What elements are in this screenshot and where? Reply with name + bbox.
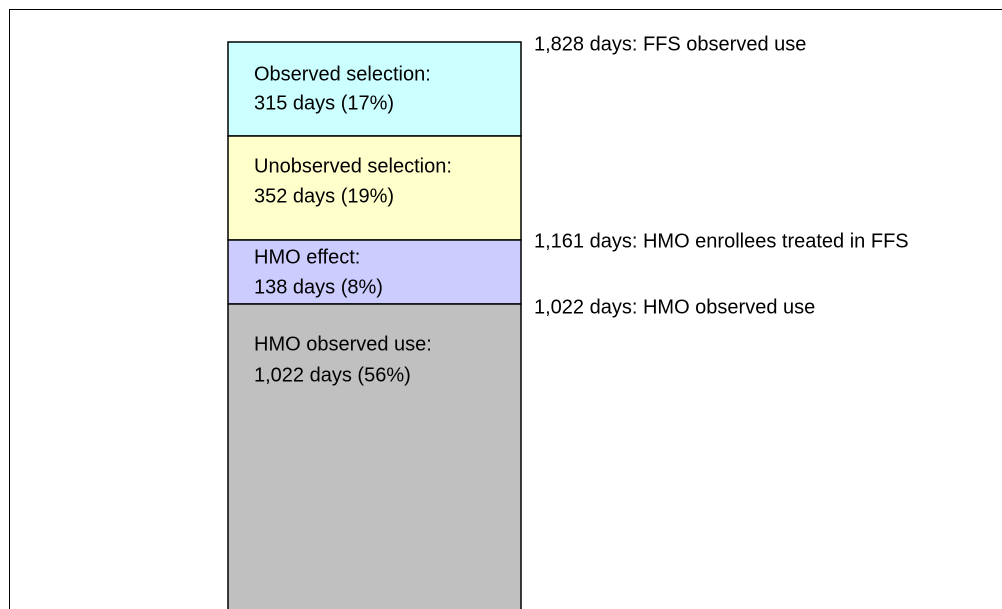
frame — [9, 9, 1002, 609]
segment-box — [227, 303, 522, 609]
segment-label: Unobserved selection: — [254, 155, 452, 177]
segment-label: HMO effect: — [254, 246, 360, 268]
segment-label: HMO observed use: — [254, 333, 432, 355]
segment-value: 352 days (19%) — [254, 185, 394, 207]
annotation: 1,828 days: FFS observed use — [534, 33, 806, 55]
segment-label: Observed selection: — [254, 63, 431, 85]
segment-box — [227, 239, 522, 305]
annotation: 1,022 days: HMO observed use — [534, 296, 815, 318]
segment-box — [227, 41, 522, 137]
segment-value: 1,022 days (56%) — [254, 364, 411, 386]
segment-value: 138 days (8%) — [254, 276, 383, 298]
annotation: 1,161 days: HMO enrollees treated in FFS — [534, 230, 909, 252]
segment-value: 315 days (17%) — [254, 92, 394, 114]
segment-box — [227, 135, 522, 241]
